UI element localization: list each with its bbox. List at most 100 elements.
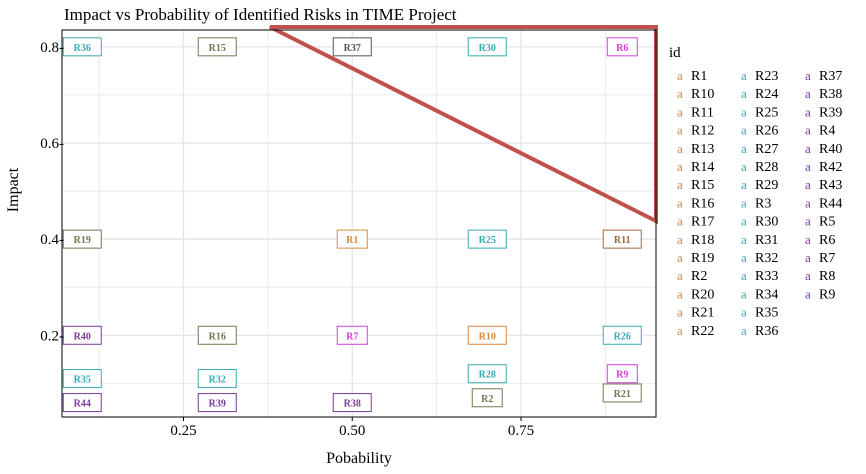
point-label-box	[602, 325, 642, 345]
legend-key: a	[805, 68, 811, 83]
point-label-box	[62, 393, 102, 413]
legend-item-r4: a R4	[805, 123, 835, 139]
point-label-box	[606, 37, 638, 57]
legend-key: a	[741, 141, 747, 156]
x-tick-label: 0.75	[508, 423, 534, 439]
legend-key: a	[677, 123, 683, 138]
legend-key: a	[805, 123, 811, 138]
legend-item-r23: a R23	[741, 68, 778, 84]
legend-label: R10	[691, 87, 714, 102]
legend-key: a	[677, 268, 683, 283]
legend-key: a	[805, 250, 811, 265]
legend-item-r16: a R16	[677, 195, 714, 211]
legend-item-r11: a R11	[677, 104, 714, 120]
point-label-box	[62, 325, 102, 345]
legend-label: R25	[755, 105, 778, 120]
point-label-text: R1	[346, 235, 358, 246]
legend-item-r2: a R2	[677, 268, 707, 284]
legend-key: a	[677, 232, 683, 247]
point-label-r11: R11	[602, 229, 642, 249]
point-label-text: R21	[614, 389, 631, 400]
point-label-r21: R21	[602, 383, 642, 403]
point-label-box	[471, 388, 503, 408]
legend-label: R15	[691, 178, 714, 193]
point-label-text: R2	[481, 394, 493, 405]
point-label-r26: R26	[602, 325, 642, 345]
point-label-text: R7	[346, 331, 358, 342]
point-label-r9: R9	[606, 364, 638, 384]
chart-title: Impact vs Probability of Identified Risk…	[64, 5, 457, 24]
x-tick-label: 0.25	[170, 423, 196, 439]
legend-key: a	[741, 250, 747, 265]
point-label-r39: R39	[197, 393, 237, 413]
legend-label: R2	[691, 269, 707, 284]
legend-item-r22: a R22	[677, 323, 714, 339]
y-tick-label: 0.8-	[40, 40, 64, 56]
legend-item-r3: a R3	[741, 195, 771, 211]
point-label-r19: R19	[62, 229, 102, 249]
point-label-r38: R38	[332, 393, 372, 413]
legend-label: R21	[691, 306, 714, 321]
y-axis-title: Impact	[5, 167, 22, 212]
legend-key: a	[741, 268, 747, 283]
point-label-r16: R16	[197, 325, 237, 345]
legend-item-r12: a R12	[677, 123, 714, 139]
point-label-r37: R37	[332, 37, 372, 57]
point-label-text: R11	[614, 235, 631, 246]
legend-label: R34	[755, 287, 778, 302]
point-label-box	[467, 364, 507, 384]
legend-key: a	[677, 195, 683, 210]
legend-key: a	[677, 177, 683, 192]
legend-key: a	[741, 286, 747, 301]
legend-key: a	[805, 177, 811, 192]
legend-key: a	[677, 323, 683, 338]
legend-item-r36: a R36	[741, 323, 778, 339]
point-label-text: R39	[209, 399, 226, 410]
legend-label: R31	[755, 233, 778, 248]
legend-key: a	[805, 104, 811, 119]
legend-label: R37	[819, 69, 842, 84]
legend-item-r26: a R26	[741, 123, 778, 139]
legend-key: a	[677, 305, 683, 320]
y-tick-label: 0.6-	[40, 136, 64, 152]
legend-label: R3	[755, 196, 771, 211]
legend-key: a	[677, 286, 683, 301]
legend-key: a	[741, 214, 747, 229]
legend-key: a	[741, 104, 747, 119]
legend-key: a	[741, 68, 747, 83]
legend-item-r42: a R42	[805, 159, 842, 175]
point-label-text: R30	[479, 43, 496, 54]
legend-key: a	[677, 141, 683, 156]
point-label-r2: R2	[471, 388, 503, 408]
legend-item-r7: a R7	[805, 250, 835, 266]
legend-item-r13: a R13	[677, 141, 714, 157]
plot-border	[61, 29, 657, 418]
point-label-r30: R30	[467, 37, 507, 57]
legend-item-r31: a R31	[741, 232, 778, 248]
legend-label: R17	[691, 215, 714, 230]
point-label-text: R6	[616, 43, 628, 54]
legend-item-r28: a R28	[741, 159, 778, 175]
axes: 0.25 0.50 0.75 0.2- 0.4- 0.6- 0.8-	[40, 40, 534, 439]
legend-label: R23	[755, 69, 778, 84]
legend-item-r20: a R20	[677, 286, 714, 302]
legend-label: R39	[819, 105, 842, 120]
legend-key: a	[677, 104, 683, 119]
legend-key: a	[741, 305, 747, 320]
point-label-box	[62, 369, 102, 389]
point-label-r25: R25	[467, 229, 507, 249]
legend-label: R20	[691, 287, 714, 302]
legend-item-r30: a R30	[741, 214, 778, 230]
point-label-text: R32	[209, 375, 226, 386]
legend-label: R22	[691, 324, 714, 339]
point-label-text: R16	[209, 331, 226, 342]
legend-item-r5: a R5	[805, 214, 835, 230]
legend-label: R19	[691, 251, 714, 266]
legend-item-r9: a R9	[805, 286, 835, 302]
legend-label: R7	[819, 251, 835, 266]
legend-item-r15: a R15	[677, 177, 714, 193]
point-label-r44: R44	[62, 393, 102, 413]
legend-label: R5	[819, 215, 835, 230]
